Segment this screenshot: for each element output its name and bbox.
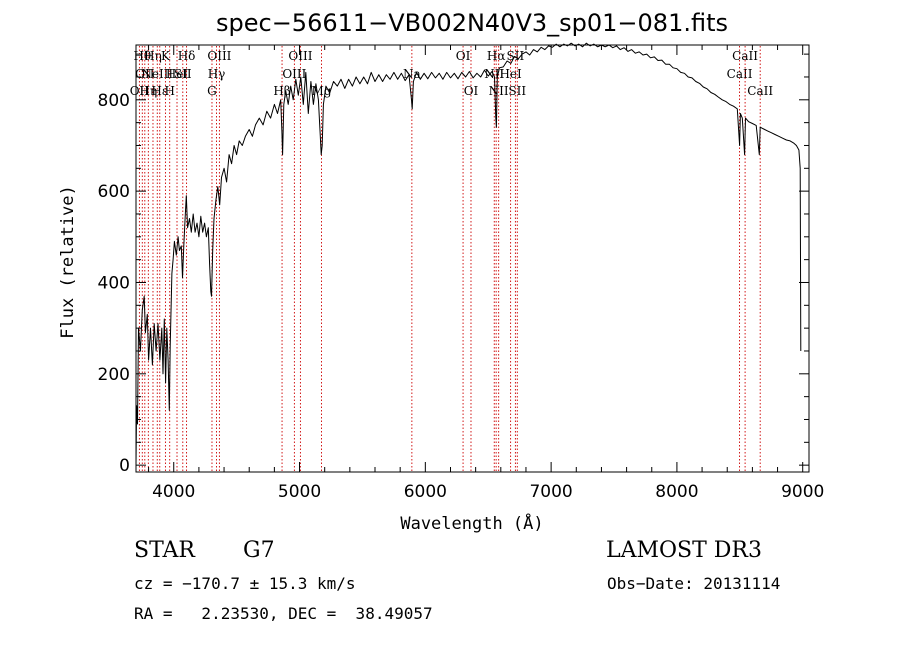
redshift-velocity: cz = −170.7 ± 15.3 km/s	[134, 574, 356, 593]
line-label: CaII	[732, 49, 758, 63]
spectral-subclass: G7	[243, 538, 275, 563]
line-label: SII	[508, 84, 526, 98]
x-tick-label: 4000	[152, 482, 195, 502]
line-label: OII	[135, 67, 155, 81]
line-label: SII	[507, 49, 525, 63]
line-label: Hγ	[208, 67, 226, 81]
y-axis-label: Flux (relative)	[58, 185, 78, 339]
coordinates: RA = 2.23530, DEC = 38.49057	[134, 604, 433, 623]
object-class: STAR	[134, 538, 195, 563]
y-tick-label: 800	[98, 91, 130, 111]
line-label: OIII	[282, 67, 306, 81]
line-label: Hα	[487, 49, 506, 63]
line-label: Hε	[151, 84, 168, 98]
y-tick-label: 400	[98, 273, 130, 293]
line-label: G	[207, 84, 217, 98]
spectrum-line	[135, 42, 802, 466]
line-label: OIII	[288, 49, 312, 63]
line-label: H	[164, 84, 174, 98]
line-label: SII	[174, 67, 192, 81]
y-tick-label: 600	[98, 182, 130, 202]
line-label: Na	[403, 67, 421, 81]
x-tick-label: 7000	[529, 482, 572, 502]
line-label: CaII	[747, 84, 773, 98]
line-label: Hη	[144, 49, 162, 63]
line-label: NII	[489, 84, 509, 98]
plot-frame	[135, 44, 810, 473]
line-label: Hθ	[133, 49, 151, 63]
spectral-line-markers: OIIHθOIIHηHηNeIIIHεKHHeISIIHδGHγOIIIHβOI…	[130, 46, 773, 471]
survey-label: LAMOST DR3	[606, 538, 762, 563]
x-tick-label: 8000	[655, 482, 698, 502]
line-label: NII	[484, 67, 504, 81]
spectrum-series	[135, 42, 802, 466]
line-label: OII	[130, 84, 150, 98]
x-tick-label: 6000	[404, 482, 447, 502]
line-label: K	[161, 49, 171, 63]
axes: 4000 5000 6000 7000 8000 9000 0 200 400 600 800	[98, 45, 824, 502]
y-tick-label: 0	[119, 456, 130, 476]
line-label: CaII	[727, 67, 753, 81]
observation-date: Obs−Date: 20131114	[607, 574, 781, 593]
x-axis-label: Wavelength (Å)	[400, 512, 543, 534]
line-label: OI	[464, 84, 479, 98]
line-label: Hβ	[273, 84, 290, 98]
x-tick-label: 5000	[278, 482, 321, 502]
line-label: OI	[456, 49, 471, 63]
x-tick-label: 9000	[781, 482, 824, 502]
line-label: Hη	[139, 84, 157, 98]
y-tick-label: 200	[98, 365, 130, 385]
chart-title: spec−56611−VB002N40V3_sp01−081.fits	[216, 9, 728, 37]
line-label: OIII	[207, 49, 231, 63]
line-label: Hδ	[178, 49, 196, 63]
line-label: HeI	[499, 67, 522, 81]
